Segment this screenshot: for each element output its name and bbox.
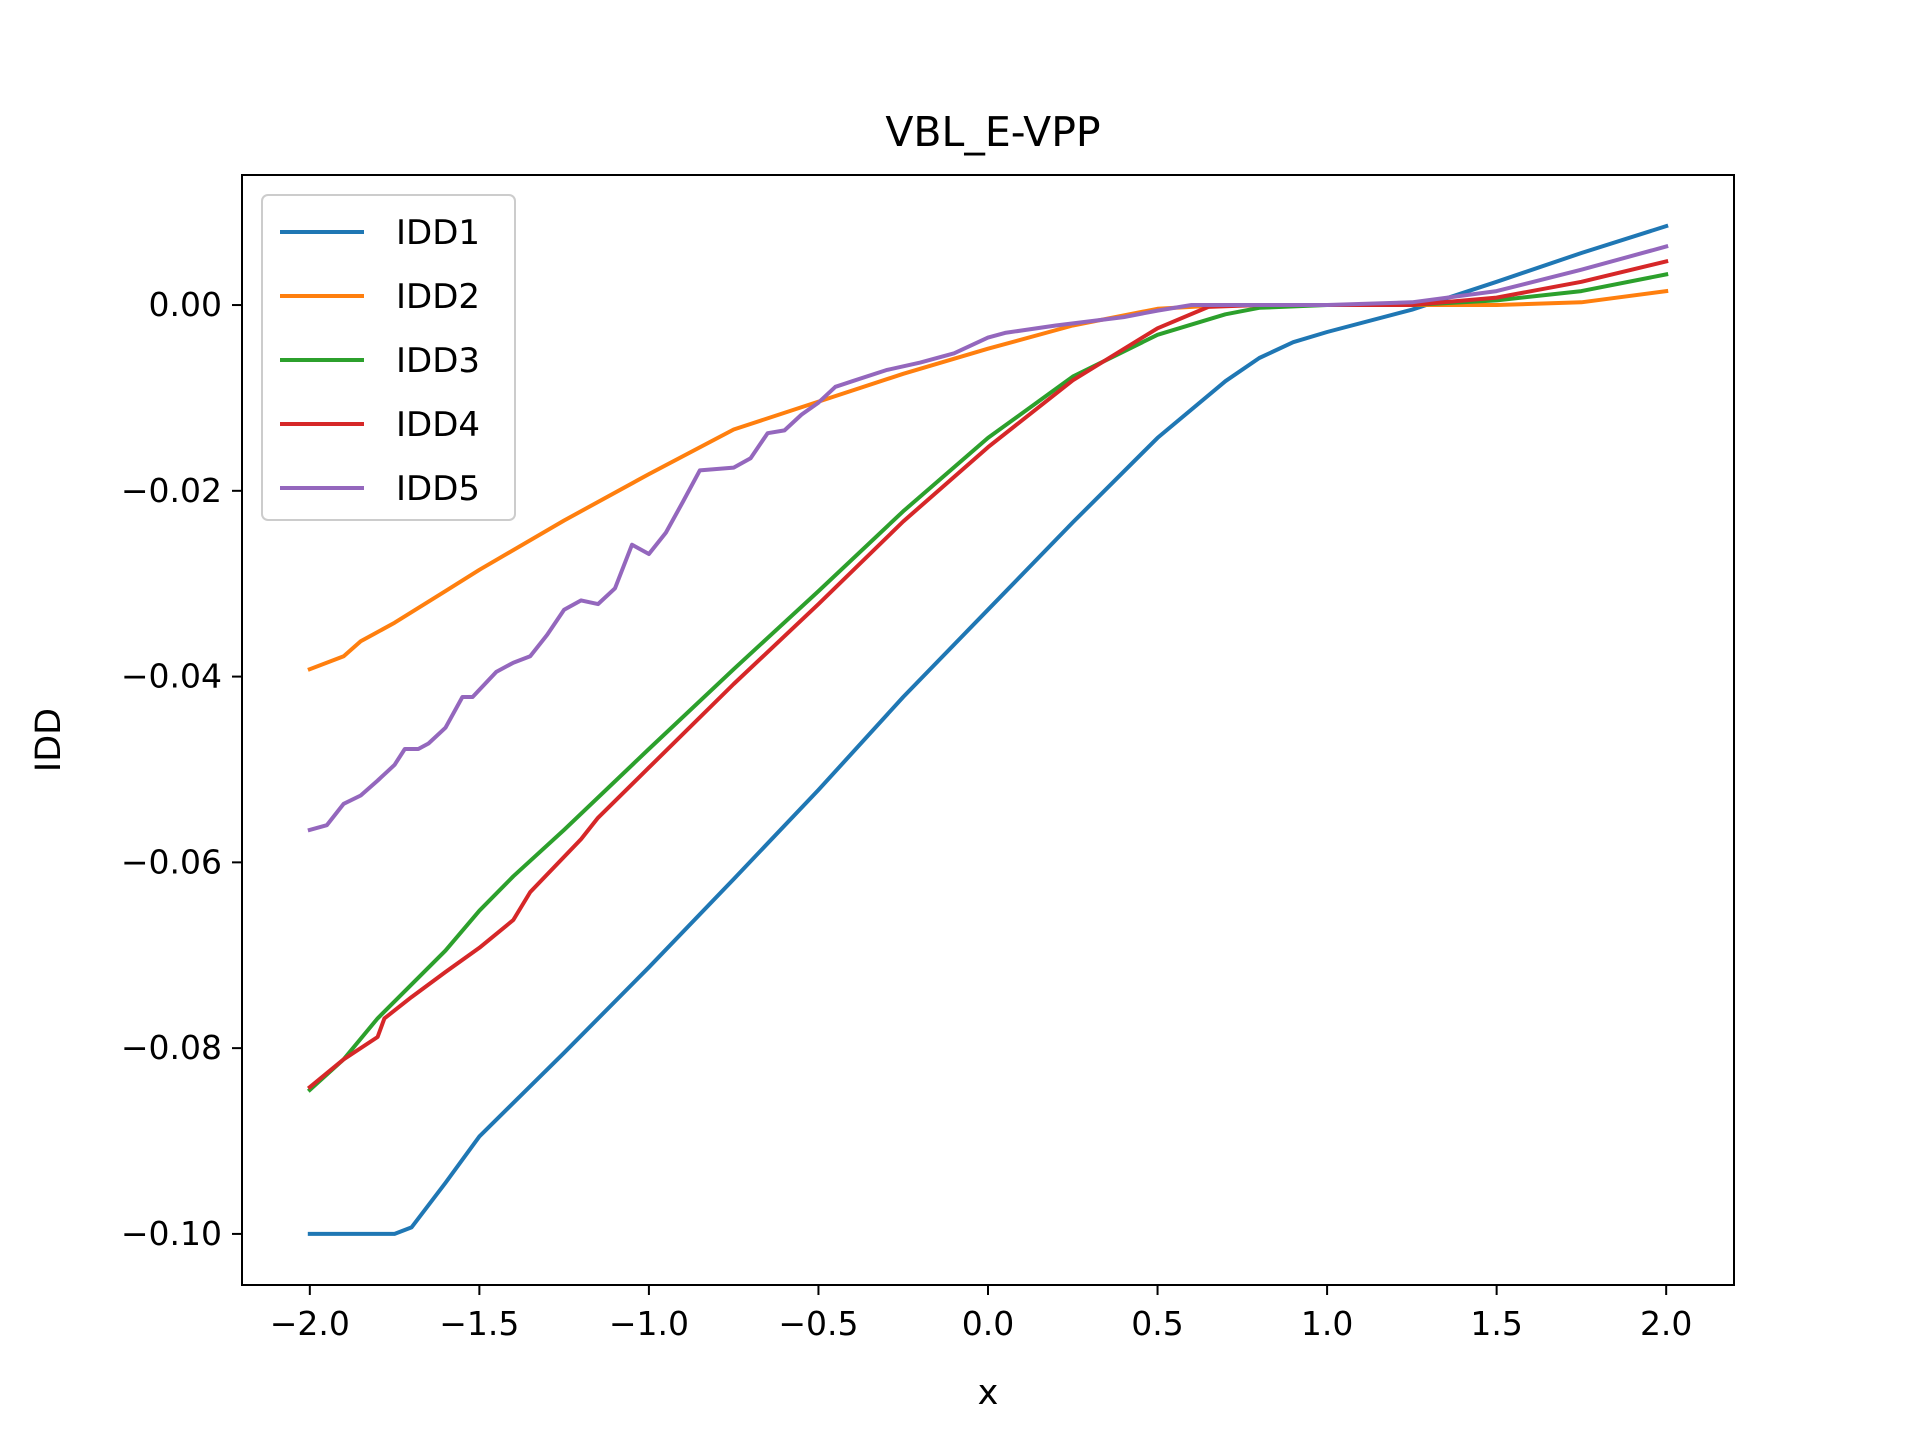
x-tick-label: −1.5	[439, 1304, 519, 1343]
y-tick-label: −0.02	[121, 471, 222, 510]
legend-label-idd3: IDD3	[396, 341, 480, 381]
x-tick-label: 0.5	[1131, 1304, 1183, 1343]
y-axis-label: IDD	[29, 708, 69, 772]
x-axis: −2.0 −1.5 −1.0 −0.5 0.0 0.5 1.0 1.5 2.0	[270, 1285, 1692, 1343]
legend: IDD1 IDD2 IDD3 IDD4 IDD5	[261, 194, 516, 521]
x-tick-label: −1.0	[609, 1304, 689, 1343]
series-line-idd5	[307, 244, 1669, 833]
y-axis: 0.00 −0.02 −0.04 −0.06 −0.08 −0.10	[121, 285, 242, 1253]
x-tick-label: 0.0	[962, 1304, 1014, 1343]
y-tick-label: −0.10	[121, 1214, 222, 1253]
legend-label-idd5: IDD5	[396, 469, 480, 509]
chart-title: VBL_E-VPP	[885, 108, 1100, 156]
y-tick-label: −0.08	[121, 1028, 222, 1067]
x-tick-label: −2.0	[270, 1304, 350, 1343]
y-tick-label: −0.06	[121, 842, 222, 881]
series-line-idd1	[307, 223, 1669, 1236]
plot-lines	[306, 223, 1669, 1236]
legend-frame	[261, 194, 516, 521]
x-axis-label: x	[978, 1373, 999, 1413]
x-tick-label: −0.5	[778, 1304, 858, 1343]
legend-label-idd2: IDD2	[396, 277, 480, 317]
y-tick-label: 0.00	[149, 285, 222, 324]
legend-label-idd4: IDD4	[396, 405, 480, 445]
x-tick-label: 2.0	[1640, 1304, 1692, 1343]
y-tick-label: −0.04	[121, 657, 222, 696]
x-tick-label: 1.0	[1301, 1304, 1353, 1343]
x-tick-label: 1.5	[1470, 1304, 1522, 1343]
legend-label-idd1: IDD1	[396, 213, 480, 253]
